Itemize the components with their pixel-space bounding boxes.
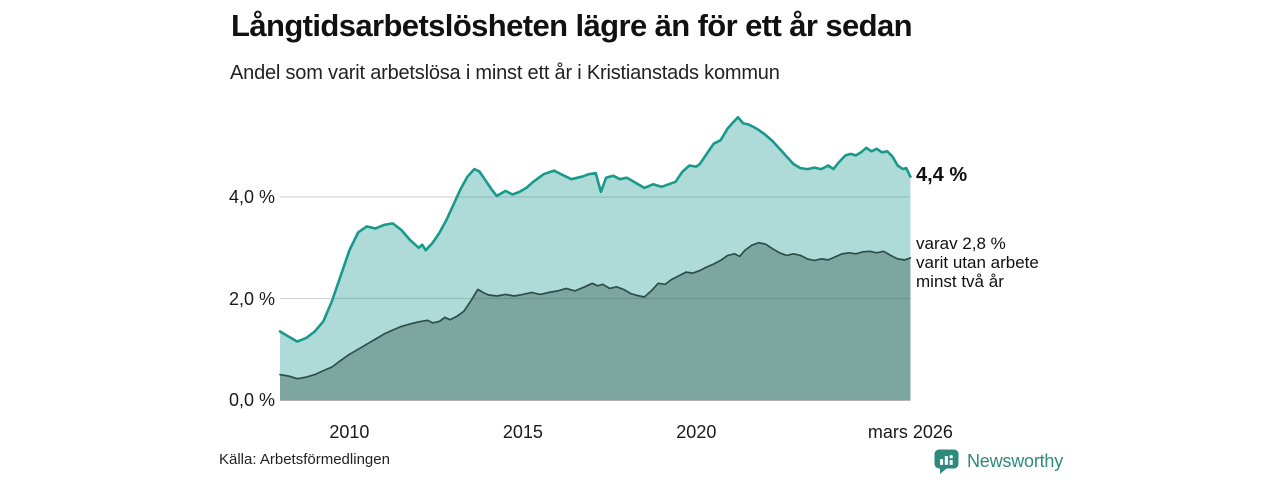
x-tick-label: 2020 — [676, 422, 717, 442]
latest-value-label: 4,4 % — [916, 164, 968, 186]
y-tick-label: 4,0 % — [228, 187, 275, 207]
y-tick-label: 2,0 % — [228, 288, 275, 309]
newsworthy-chart-bubble-icon — [933, 448, 960, 475]
series-line-0 — [278, 116, 912, 343]
secondary-value-label: varav 2,8 % varit utan arbete minst två … — [916, 234, 1039, 291]
x-tick-label: 2015 — [502, 422, 543, 442]
secondary-value-line: varav 2,8 % — [916, 234, 1006, 253]
x-tick-label: mars 2026 — [867, 422, 953, 442]
secondary-value-line: varit utan arbete — [916, 253, 1039, 272]
series-area-0 — [280, 117, 911, 401]
source-note: Källa: Arbetsförmedlingen — [219, 451, 390, 468]
series-line-1 — [279, 241, 912, 380]
y-tick-label: 0,0 % — [228, 390, 275, 410]
newsworthy-logo[interactable]: Newsworthy — [933, 448, 1063, 475]
series-area-1 — [280, 242, 911, 400]
newsworthy-wordmark: Newsworthy — [967, 451, 1064, 471]
page-title: Långtidsarbetslösheten lägre än för ett … — [231, 8, 913, 43]
secondary-value-line: minst två år — [916, 272, 1004, 291]
page-subtitle: Andel som varit arbetslösa i minst ett å… — [230, 62, 780, 84]
x-tick-label: 2010 — [329, 422, 370, 442]
